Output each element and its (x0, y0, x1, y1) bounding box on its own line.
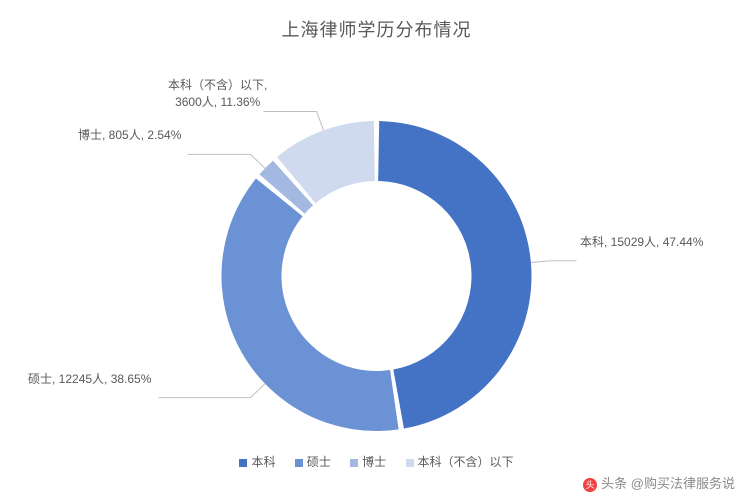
leader-line (158, 384, 265, 398)
legend-swatch (239, 459, 247, 467)
donut-slice-1 (221, 179, 398, 431)
watermark: 头头条 @购买法律服务说 (583, 473, 735, 492)
legend-text: 博士 (362, 455, 386, 469)
leader-line (187, 154, 265, 168)
legend-item: 本科（不含）以下 (406, 453, 514, 470)
legend-text: 本科 (251, 455, 275, 469)
legend-swatch (350, 459, 358, 467)
donut-slice-0 (378, 121, 531, 429)
watermark-account: @购买法律服务说 (631, 476, 735, 491)
donut-chart (0, 20, 753, 500)
slice-label-3: 本科（不含）以下,3600人, 11.36% (168, 76, 267, 110)
legend: 本科 硕士 博士 本科（不含）以下 (0, 453, 753, 470)
slice-label-0: 本科, 15029人, 47.44% (580, 233, 703, 250)
leader-line (263, 112, 323, 131)
slice-label-2: 博士, 805人, 2.54% (78, 126, 181, 143)
watermark-prefix: 头条 (601, 476, 627, 491)
watermark-logo-icon: 头 (583, 478, 597, 492)
leader-line (530, 261, 576, 263)
legend-item: 硕士 (295, 453, 331, 470)
legend-swatch (406, 459, 414, 467)
legend-text: 硕士 (307, 455, 331, 469)
legend-swatch (295, 459, 303, 467)
legend-text: 本科（不含）以下 (418, 455, 514, 469)
slice-label-1: 硕士, 12245人, 38.65% (28, 370, 151, 387)
legend-item: 本科 (239, 453, 275, 470)
legend-item: 博士 (350, 453, 386, 470)
